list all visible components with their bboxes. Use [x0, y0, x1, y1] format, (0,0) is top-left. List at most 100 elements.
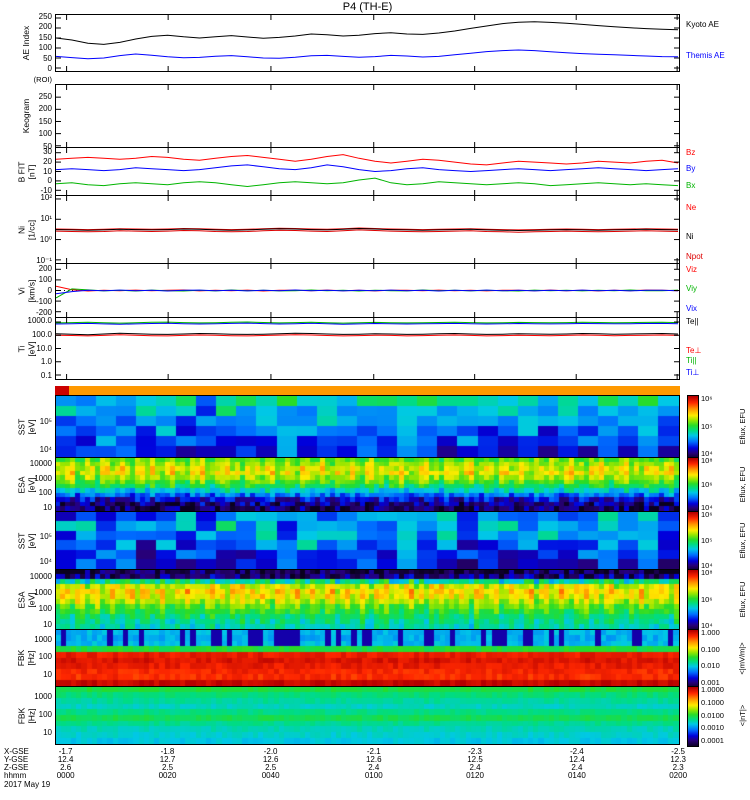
series-bx — [56, 177, 679, 188]
axis-row-label-xgse: X-GSE — [4, 747, 29, 756]
panel-ylabel-ae-index-line: AE Index — [21, 25, 31, 61]
panel-ylabel-fbk-e-line: [Hz] — [26, 650, 36, 666]
y-tick-label: 1000 — [34, 473, 52, 483]
panel-ylabel-b-fit: B FIT [nT] — [16, 147, 36, 196]
axis-tick-value: 12.3 — [670, 755, 686, 764]
panel-roi-bar — [55, 386, 680, 395]
axis-tick-value: 0200 — [669, 771, 688, 780]
axis-tick-value: 0040 — [261, 771, 280, 780]
y-tick-label: 10 — [43, 620, 52, 630]
panel-fbk-b — [55, 686, 680, 745]
y-tick-label: 1000 — [34, 634, 52, 644]
series-by — [56, 164, 679, 173]
colorbar-esa-elec — [687, 569, 699, 632]
axis-date: 2017 May 19 — [4, 780, 51, 789]
panel-ylabel-b-fit-line: [nT] — [26, 164, 36, 179]
axis-row-label-hhmm: hhmm — [4, 771, 27, 780]
panel-ylabel-sst-ion-line: SST — [16, 418, 26, 435]
panel-fbk-e — [55, 629, 680, 687]
y-tick-label: 10 — [43, 166, 52, 176]
y-tick-label: 10⁴ — [39, 557, 52, 567]
y-tick-label: 100 — [38, 488, 52, 498]
y-tick-label: 10⁵ — [39, 417, 52, 427]
axis-tick-value: 12.4 — [57, 755, 74, 764]
colorbar-title-sst-elec: Eflux, EFU — [738, 511, 747, 570]
y-tick-label: -200 — [35, 307, 52, 317]
panel-ylabel-sst-ion-line: [eV] — [26, 418, 36, 435]
axis-tick-value: -1.7 — [58, 747, 73, 756]
y-tick-label: 10 — [43, 502, 52, 512]
panel-ylabel-esa-ion-line: ESA — [16, 476, 26, 494]
legend-viz: Viz — [686, 264, 697, 274]
panel-ylabel-sst-elec-line: [eV] — [26, 532, 36, 549]
line-chart-ti — [56, 318, 679, 379]
panel-sst-elec — [55, 511, 680, 570]
colorbar-title-sst-ion-line: Eflux, EFU — [737, 408, 747, 445]
panel-esa-ion — [55, 457, 680, 512]
colorbar-title-esa-ion: Eflux, EFU — [738, 457, 747, 512]
panel-ylabel-ti-line: Ti — [16, 345, 26, 352]
axis-tick-value: 12.6 — [262, 755, 279, 764]
colorbar-tick-label: 0.0010 — [701, 723, 724, 733]
colorbar-tick-label: 10⁴ — [701, 449, 713, 458]
colorbar-title-sst-elec-line: Eflux, EFU — [737, 522, 747, 559]
colorbar-tick-label: 10⁶ — [701, 594, 713, 604]
y-tick-label: 10⁵ — [39, 531, 52, 541]
legend-bz: Bz — [686, 147, 696, 157]
colorbar-tick-label: 1.000 — [701, 628, 720, 637]
colorbar-title-esa-ion-line: Eflux, EFU — [737, 466, 747, 503]
legend-kyotoae: Kyoto AE — [686, 20, 719, 30]
panel-ylabel-fbk-b-line: [Hz] — [26, 707, 36, 724]
axis-tick-value: 2.6 — [60, 763, 72, 772]
legend-viy: Viy — [686, 283, 697, 293]
panel-ae-index — [55, 14, 680, 72]
panel-ylabel-keogram-line: Keogram — [21, 98, 31, 134]
axis-tick-value: 0020 — [158, 771, 177, 780]
colorbar-tick-label: 10⁶ — [701, 479, 713, 489]
y-tick-label: 200 — [38, 263, 52, 273]
y-tick-label: 10.0 — [36, 343, 52, 353]
y-tick-label: 10 — [43, 727, 52, 737]
y-tick-label: 0.1 — [40, 370, 52, 380]
panel-ylabel-sst-elec-line: SST — [16, 532, 26, 549]
colorbar-tick-label: 0.0100 — [701, 710, 724, 720]
y-tick-label: 250 — [38, 12, 52, 22]
colorbar-title-fbk-e-line: <|mV/m|> — [737, 641, 747, 675]
colorbar-title-esa-elec-line: Eflux, EFU — [737, 581, 747, 618]
y-tick-label: 100 — [38, 603, 52, 613]
series-themisae — [56, 49, 679, 60]
series-vix — [56, 289, 679, 295]
axis-tick-value: -2.5 — [671, 747, 686, 756]
panel-keogram — [55, 84, 680, 148]
series-te — [56, 334, 679, 337]
y-tick-label: 100 — [38, 129, 52, 139]
legend-ni: Ni — [686, 232, 694, 242]
axis-tick-value: 0000 — [56, 771, 75, 780]
panel-ylabel-ti: Ti [eV] — [16, 317, 36, 380]
series-ti — [56, 322, 679, 325]
y-tick-label: 100 — [38, 43, 52, 53]
colorbar-tick-label: 1.0000 — [701, 685, 724, 694]
axis-tick-value: -2.3 — [468, 747, 482, 756]
line-chart-keogram — [56, 85, 679, 147]
panel-ylabel-fbk-e: FBK [Hz] — [16, 629, 36, 687]
axis-tick-value: 2.4 — [571, 763, 583, 772]
colorbar-fbk-e — [687, 629, 699, 689]
colorbar-title-fbk-e: <|mV/m|> — [738, 629, 747, 687]
legend-ti: Ti⊥ — [686, 368, 700, 378]
series-npot — [56, 229, 679, 233]
y-tick-label: 10 — [43, 669, 52, 679]
axis-tick-value: 0120 — [466, 771, 484, 780]
colorbar-esa-ion — [687, 457, 699, 514]
legend-ti: Ti|| — [686, 355, 697, 365]
y-tick-label: 100 — [38, 709, 52, 719]
axis-row-label-ygse: Y-GSE — [4, 755, 29, 764]
y-tick-label: 0 — [47, 63, 52, 73]
y-tick-label: 250 — [38, 91, 52, 101]
axis-tick-value: 2.4 — [368, 763, 380, 772]
colorbar-tick-label: 0.100 — [701, 644, 720, 654]
panel-ylabel-sst-elec: SST [eV] — [16, 511, 36, 570]
y-tick-label: 1000 — [34, 587, 52, 597]
y-tick-label: 10² — [40, 193, 52, 203]
y-tick-label: 10¹ — [40, 213, 52, 223]
